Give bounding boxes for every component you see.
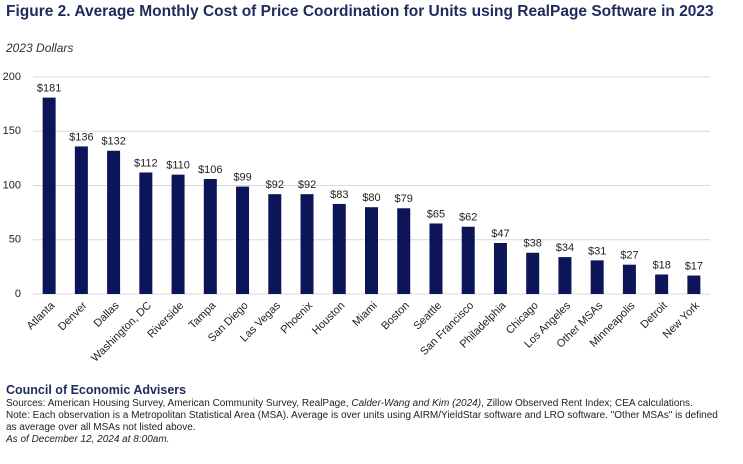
bar — [171, 174, 185, 294]
chart-subtitle: 2023 Dollars — [6, 41, 74, 55]
x-tick-label: Denver — [56, 299, 90, 333]
value-label: $106 — [198, 164, 222, 176]
y-tick-label: 100 — [3, 179, 21, 191]
y-tick-label: 50 — [9, 234, 21, 246]
x-tick-label: Houston — [310, 300, 347, 337]
note: Note: Each observation is a Metropolitan… — [6, 410, 718, 433]
x-tick-label: Dallas — [92, 299, 122, 329]
bar — [107, 150, 121, 294]
value-label: $17 — [685, 260, 703, 272]
value-label: $18 — [652, 259, 670, 271]
x-tick-label: Detroit — [638, 300, 669, 331]
bar — [74, 146, 88, 294]
x-tick-label: Atlanta — [25, 299, 58, 332]
x-tick-label: Phoenix — [279, 299, 316, 336]
value-label: $34 — [556, 242, 574, 254]
value-label: $83 — [330, 189, 348, 201]
value-label: $31 — [588, 245, 606, 257]
sources-citation: Calder-Wang and Kim (2024) — [351, 398, 482, 409]
sources-text: , Zillow Observed Rent Index; CEA calcul… — [481, 398, 693, 409]
value-label: $79 — [395, 193, 413, 205]
bar — [655, 274, 669, 294]
value-label: $132 — [101, 136, 125, 148]
value-label: $110 — [166, 160, 190, 172]
value-label: $62 — [459, 212, 477, 224]
bar — [300, 194, 314, 294]
bar — [429, 223, 443, 294]
y-tick-label: 0 — [15, 288, 21, 300]
chart: 0 50 100 150 200 $181 Atlanta $136 Denver $132 Dal… — [3, 71, 710, 365]
bar — [590, 260, 604, 294]
value-label: $92 — [266, 179, 284, 191]
value-label: $47 — [491, 228, 509, 240]
value-label: $181 — [37, 83, 61, 95]
value-label: $65 — [427, 208, 445, 220]
timestamp: As of December 12, 2024 at 8:00am. — [6, 434, 170, 445]
x-tick-label: Boston — [379, 300, 412, 333]
bar — [622, 264, 636, 294]
bar — [397, 208, 411, 294]
value-label: $112 — [134, 157, 158, 169]
footer: Council of Economic Advisers Sources: Am… — [6, 384, 731, 446]
bar — [236, 186, 250, 294]
bar — [365, 207, 378, 294]
value-label: $38 — [524, 238, 542, 250]
y-tick-label: 200 — [3, 71, 21, 83]
bar — [558, 257, 572, 294]
bar — [42, 97, 56, 295]
bar — [493, 243, 507, 294]
chart-title: Figure 2. Average Monthly Cost of Price … — [6, 3, 714, 20]
organization: Council of Economic Advisers — [6, 383, 187, 397]
value-label: $27 — [620, 250, 638, 262]
sources-text: Sources: American Housing Survey, Americ… — [6, 398, 352, 409]
bar — [461, 226, 475, 294]
bar — [526, 252, 540, 294]
sources: Sources: American Housing Survey, Americ… — [6, 398, 731, 410]
value-label: $80 — [362, 192, 380, 204]
y-tick-label: 150 — [3, 125, 21, 137]
x-tick-label: Miami — [350, 300, 379, 329]
value-label: $136 — [69, 131, 93, 143]
value-label: $99 — [233, 171, 251, 183]
bar — [203, 178, 217, 294]
value-label: $92 — [298, 179, 316, 191]
bar — [332, 203, 346, 294]
bar — [268, 194, 282, 294]
bar — [139, 172, 153, 294]
bar — [687, 275, 701, 294]
